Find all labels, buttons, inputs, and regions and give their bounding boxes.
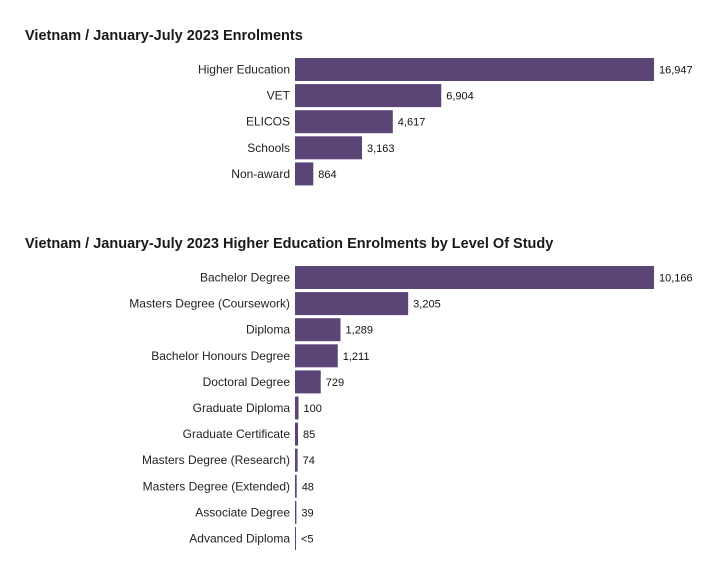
- category-label: Bachelor Degree: [200, 271, 290, 285]
- value-label: 48: [302, 481, 314, 493]
- category-label: Doctoral Degree: [203, 375, 291, 389]
- enrolments-chart: Vietnam / January-July 2023 Enrolments H…: [0, 28, 722, 198]
- bar: [295, 474, 297, 498]
- chart-title: Vietnam / January-July 2023 Enrolments: [25, 28, 303, 44]
- bar: [295, 527, 296, 550]
- value-label: 1,289: [346, 325, 374, 337]
- bar: [295, 448, 298, 472]
- bar: [295, 110, 393, 134]
- category-label: Graduate Certificate: [183, 427, 291, 441]
- chart-title: Vietnam / January-July 2023 Higher Educa…: [25, 236, 554, 252]
- bar: [295, 396, 299, 420]
- category-label: Diploma: [246, 323, 290, 337]
- value-label: 39: [301, 507, 313, 519]
- value-label: 4,617: [398, 117, 426, 129]
- value-label: 3,205: [413, 299, 441, 311]
- category-label: ELICOS: [246, 115, 290, 129]
- category-label: Masters Degree (Coursework): [129, 297, 290, 311]
- value-label: 85: [303, 429, 315, 441]
- bar: [295, 344, 338, 368]
- bar: [295, 500, 297, 524]
- bar: [295, 422, 299, 446]
- value-label: 16,947: [659, 65, 693, 77]
- value-label: 10,166: [659, 273, 693, 285]
- value-label: 1,211: [343, 351, 370, 363]
- category-label: Graduate Diploma: [193, 401, 291, 415]
- category-label: Advanced Diploma: [189, 532, 290, 546]
- value-label: 74: [303, 455, 315, 467]
- bar: [295, 370, 321, 394]
- bar: [295, 162, 314, 186]
- category-label: VET: [267, 89, 291, 103]
- level-of-study-plot: Bachelor Degree 10,166 Masters Degree (Cou…: [129, 266, 693, 550]
- category-label: Masters Degree (Research): [142, 453, 290, 467]
- bar: [295, 136, 363, 160]
- bar: [295, 292, 409, 316]
- bar: [295, 318, 341, 342]
- value-label: 864: [318, 169, 336, 181]
- category-label: Bachelor Honours Degree: [151, 349, 290, 363]
- category-label: Higher Education: [198, 63, 290, 77]
- value-label: 6,904: [446, 91, 474, 103]
- value-label: 100: [304, 403, 322, 415]
- bar: [295, 84, 442, 108]
- category-label: Schools: [247, 141, 290, 155]
- category-label: Non-award: [231, 167, 290, 181]
- enrolments-plot: Higher Education 16,947 VET 6,904 ELICOS 4,61…: [198, 58, 693, 186]
- bar: [295, 266, 654, 289]
- bar: [295, 58, 654, 81]
- value-label: 3,163: [367, 143, 395, 155]
- value-label: <5: [301, 534, 314, 546]
- category-label: Associate Degree: [195, 505, 290, 519]
- value-label: 729: [326, 377, 344, 389]
- level-of-study-chart: Vietnam / January-July 2023 Higher Educa…: [0, 236, 722, 556]
- category-label: Masters Degree (Extended): [143, 479, 290, 493]
